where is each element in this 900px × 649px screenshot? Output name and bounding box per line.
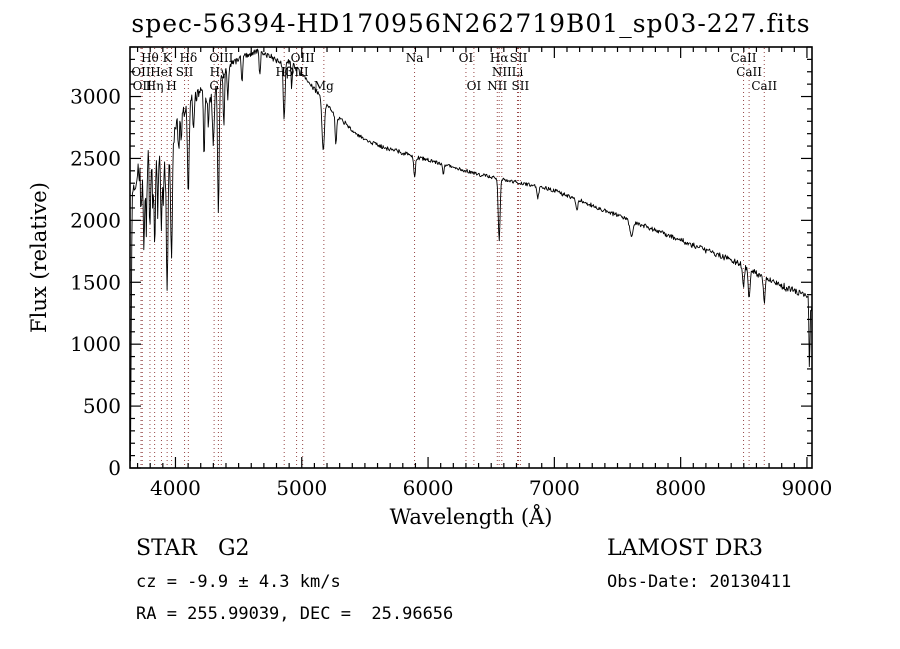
- x-tick-label: 7000: [529, 476, 580, 500]
- y-tick-label: 500: [83, 394, 121, 418]
- spectral-line-label: Hδ: [179, 51, 197, 65]
- spectral-line-label: SII: [512, 79, 530, 93]
- y-tick-label: 3000: [70, 85, 121, 109]
- survey-label: LAMOST DR3: [607, 536, 763, 561]
- spectral-line-label: H: [166, 79, 176, 93]
- spectral-line-label: CaII: [736, 65, 762, 79]
- spectral-line-label: CaII: [731, 51, 757, 65]
- spectral-line-label: OIII: [291, 51, 315, 65]
- x-axis-label: Wavelength (Å): [390, 504, 553, 529]
- x-tick-label: 6000: [403, 476, 454, 500]
- spectral-line-label: Hη: [146, 79, 164, 93]
- spectral-line-label: Hβ: [276, 65, 293, 79]
- object-class-label: STAR G2: [136, 536, 250, 561]
- spectral-line-label: K: [163, 51, 173, 65]
- spectrum-trace: [130, 48, 813, 462]
- spectral-line-label: SII: [510, 51, 528, 65]
- y-tick-label: 0: [108, 456, 121, 480]
- plot-frame: [129, 46, 813, 469]
- obs-date-value: Obs-Date: 20130411: [607, 572, 792, 592]
- spectral-line-label: Hα: [490, 51, 509, 65]
- spectral-line-label: Mg: [314, 79, 334, 93]
- spectral-line-label: OIII: [209, 51, 233, 65]
- y-tick-label: 2500: [70, 146, 121, 170]
- y-tick-label: 1500: [70, 270, 121, 294]
- spectral-line-label: Na: [406, 51, 424, 65]
- ra-dec-value: RA = 255.99039, DEC = 25.96656: [136, 604, 454, 624]
- spectral-line-label: NII: [487, 79, 507, 93]
- x-tick-label: 8000: [655, 476, 706, 500]
- y-tick-label: 1000: [70, 332, 121, 356]
- spectral-line-label: OI: [459, 51, 474, 65]
- cz-value: cz = -9.9 ± 4.3 km/s: [136, 572, 341, 592]
- spectral-line-label: OIII: [285, 65, 309, 79]
- spectral-line-label: OII: [131, 65, 151, 79]
- figure-title: spec-56394-HD170956N262719B01_sp03-227.f…: [131, 9, 811, 38]
- spectral-line-label: HeI: [150, 65, 173, 79]
- spectral-line-label: Hθ: [141, 51, 159, 65]
- y-tick-label: 2000: [70, 208, 121, 232]
- y-axis-label: Flux (relative): [27, 182, 51, 333]
- spectral-line-label: OI: [467, 79, 482, 93]
- spectral-line-label: NII: [492, 65, 512, 79]
- spectral-line-label: CaII: [751, 79, 777, 93]
- x-tick-label: 5000: [276, 476, 327, 500]
- spectral-line-label: Hγ: [210, 65, 228, 79]
- x-tick-label: 9000: [781, 476, 832, 500]
- spectral-line-label: G: [209, 79, 219, 93]
- spectral-line-label: SII: [176, 65, 194, 79]
- spectral-line-label: OII: [133, 79, 153, 93]
- x-tick-label: 4000: [150, 476, 201, 500]
- spectral-line-label: Li: [512, 65, 524, 79]
